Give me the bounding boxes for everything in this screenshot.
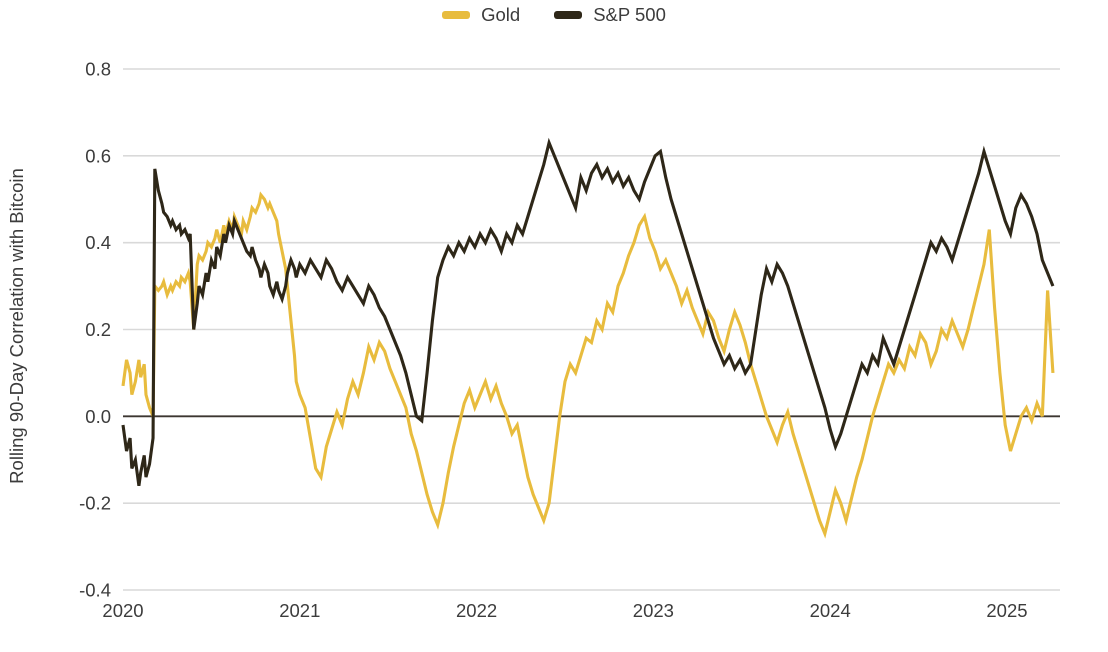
legend-label: S&P 500 — [593, 4, 666, 25]
legend-item-gold[interactable]: Gold — [442, 4, 521, 25]
x-axis-tick-label: 2023 — [633, 600, 674, 621]
y-axis-tick-labels: 0.8 0.6 0.4 0.2 0.0 -0.2 -0.4 — [79, 59, 111, 601]
y-axis-tick-label: 0.4 — [85, 232, 111, 253]
gold-swatch — [442, 11, 471, 20]
y-axis-tick-label: -0.2 — [79, 493, 111, 514]
x-axis-tick-label: 2022 — [456, 600, 497, 621]
x-axis-tick-label: 2021 — [279, 600, 320, 621]
series-line-s-p-500 — [121, 137, 1055, 487]
y-axis-tick-label: 0.2 — [85, 319, 111, 340]
y-axis-tick-label: 0.8 — [85, 59, 111, 80]
y-axis-tick-label: 0.6 — [85, 145, 111, 166]
legend-item-s-p-500[interactable]: S&P 500 — [554, 4, 666, 25]
chart-legend: Gold S&P 500 — [0, 4, 1108, 25]
x-axis-tick-label: 2024 — [810, 600, 851, 621]
x-axis-tick-labels: 2020 2021 2022 2023 2024 2025 — [102, 600, 1027, 621]
sp500-swatch — [554, 11, 583, 20]
legend-label: Gold — [481, 4, 521, 25]
series-line-gold — [121, 191, 1055, 539]
data-series — [121, 137, 1055, 539]
y-axis-tick-label: 0.0 — [85, 406, 111, 427]
x-axis-tick-label: 2020 — [102, 600, 143, 621]
y-axis-tick-label: -0.4 — [79, 580, 111, 601]
x-axis-tick-label: 2025 — [986, 600, 1027, 621]
